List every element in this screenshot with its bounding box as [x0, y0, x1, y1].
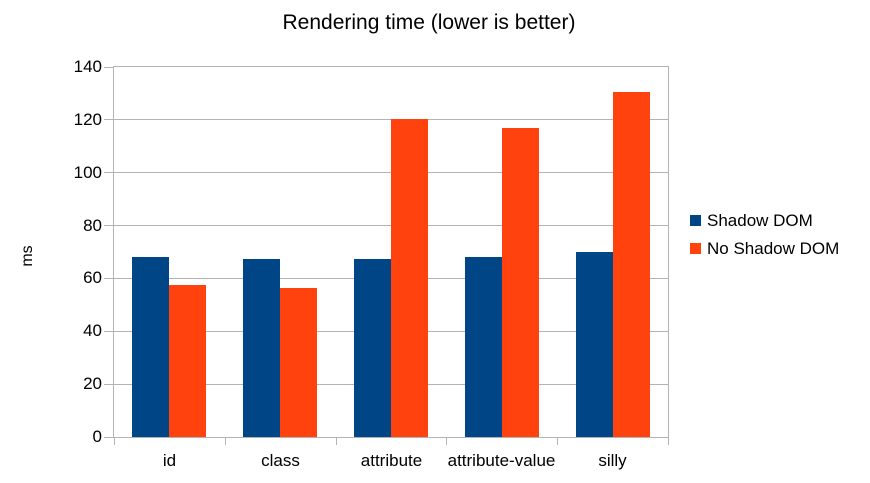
- legend-swatch: [690, 215, 701, 226]
- bar-no-shadow-dom: [613, 92, 650, 437]
- x-tick: [557, 438, 558, 445]
- x-tick: [668, 438, 669, 445]
- legend-label: No Shadow DOM: [707, 239, 840, 258]
- legend-item: No Shadow DOM: [690, 240, 839, 257]
- y-axis-title: ms: [19, 245, 36, 267]
- x-tick: [446, 438, 447, 445]
- y-tick-label: 40: [83, 321, 102, 341]
- y-tick-label: 140: [73, 57, 102, 76]
- y-tick-label: 80: [83, 215, 102, 235]
- y-tick: [104, 277, 113, 279]
- x-category-label: silly: [598, 451, 627, 470]
- bar-shadow-dom: [243, 259, 280, 437]
- legend: Shadow DOM No Shadow DOM: [690, 212, 839, 268]
- y-tick: [104, 436, 113, 438]
- bar-shadow-dom: [354, 259, 391, 437]
- legend-swatch: [690, 243, 701, 254]
- y-tick-label: 20: [83, 374, 102, 394]
- y-tick-label: 120: [73, 109, 102, 129]
- y-tick: [104, 66, 113, 68]
- bar-no-shadow-dom: [169, 285, 206, 437]
- y-tick: [104, 225, 113, 227]
- x-tick: [114, 438, 115, 445]
- y-tick: [104, 383, 113, 385]
- bar-shadow-dom: [132, 257, 169, 437]
- y-tick: [104, 172, 113, 174]
- x-category-label: attribute: [360, 451, 423, 470]
- y-tick: [104, 119, 113, 121]
- bar-shadow-dom: [576, 252, 613, 437]
- bar-shadow-dom: [465, 257, 502, 437]
- x-tick: [336, 438, 337, 445]
- legend-item: Shadow DOM: [690, 212, 839, 229]
- y-tick: [104, 330, 113, 332]
- legend-label: Shadow DOM: [707, 211, 813, 230]
- chart-title: Rendering time (lower is better): [282, 11, 576, 34]
- x-category-label: class: [261, 451, 300, 470]
- plot-area: [113, 66, 669, 438]
- bar-no-shadow-dom: [391, 119, 428, 437]
- y-tick-label: 0: [92, 427, 102, 446]
- y-tick-label: 100: [73, 162, 102, 182]
- y-tick-label: 60: [83, 268, 102, 288]
- bar-no-shadow-dom: [280, 288, 317, 437]
- x-tick: [225, 438, 226, 445]
- x-category-label: id: [162, 451, 177, 470]
- bar-no-shadow-dom: [502, 128, 539, 437]
- x-category-label: attribute-value: [447, 451, 556, 470]
